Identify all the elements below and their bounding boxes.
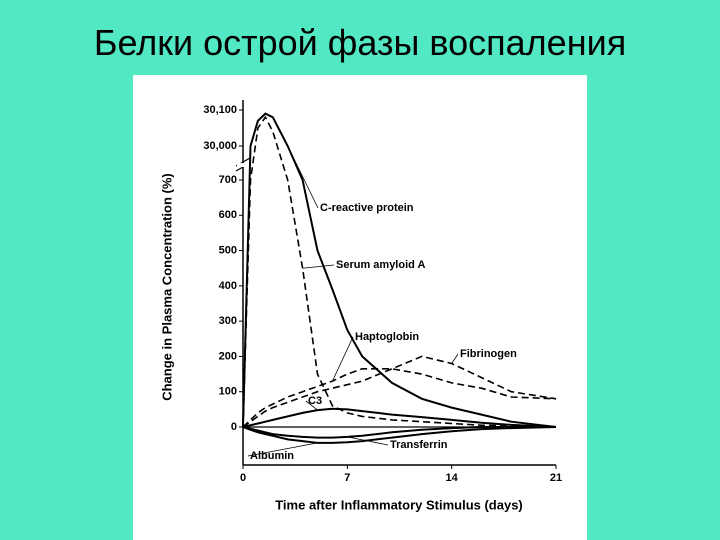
series-label: Serum amyloid A (336, 259, 426, 271)
y-tick-label: 200 (219, 350, 237, 362)
series-label: Fibrinogen (460, 348, 517, 360)
x-tick-label: 14 (446, 472, 459, 484)
x-tick-label: 0 (240, 472, 246, 484)
series-line (242, 355, 557, 428)
x-axis-label: Time after Inflammatory Stimulus (days) (275, 497, 523, 512)
x-tick-label: 21 (550, 472, 562, 484)
y-tick-label: 0 (231, 421, 237, 433)
y-axis-label: Change in Plasma Concentration (%) (159, 173, 174, 401)
series-line (242, 426, 557, 444)
series-line (242, 426, 556, 439)
series-label: C-reactive protein (320, 202, 414, 214)
y-tick-label: 100 (219, 386, 237, 398)
chart-background (133, 75, 587, 540)
y-tick-label: 400 (219, 280, 237, 292)
label-leader (332, 336, 354, 382)
label-leader (302, 264, 335, 269)
series-line (242, 407, 557, 428)
y-tick-label: 300 (219, 315, 237, 327)
series-label: Transferrin (390, 439, 448, 451)
label-leader (287, 145, 319, 209)
slide-title: Белки острой фазы воспаления (93, 22, 627, 63)
series-label: Haptoglobin (355, 331, 419, 343)
series-line (242, 112, 557, 428)
y-tick-label: 700 (219, 174, 237, 186)
label-leader (451, 353, 459, 364)
series-label: Albumin (250, 450, 294, 462)
label-leader (305, 400, 318, 411)
y-tick-label: 30,100 (203, 104, 237, 116)
label-leader (247, 442, 318, 457)
y-tick-label: 30,000 (203, 140, 237, 152)
x-tick-label: 7 (344, 472, 350, 484)
axis-break (235, 157, 251, 172)
series-line (242, 115, 557, 428)
y-tick-label: 500 (219, 244, 237, 256)
y-tick-label: 600 (219, 209, 237, 221)
series-label: C3 (308, 395, 322, 407)
